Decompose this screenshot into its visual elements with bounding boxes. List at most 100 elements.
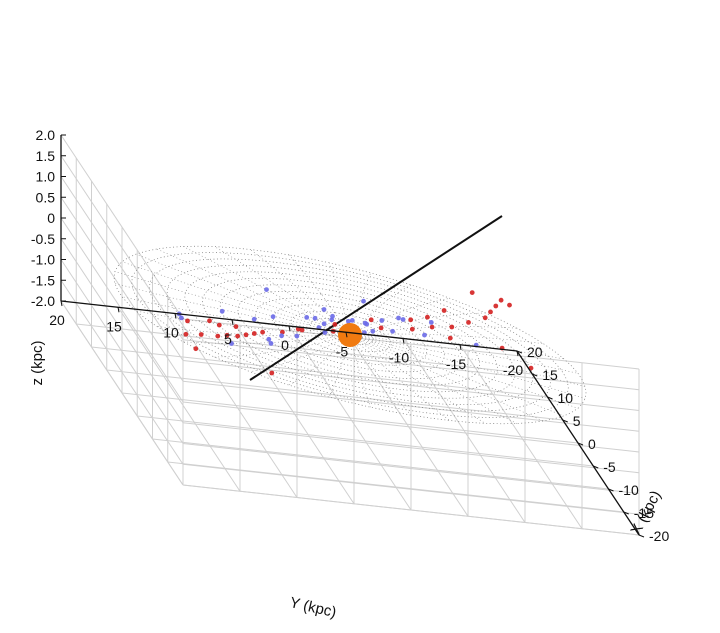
floor-gridline bbox=[345, 331, 469, 517]
disk-ring bbox=[184, 271, 516, 399]
disk-spoke bbox=[361, 338, 579, 409]
data-point bbox=[215, 333, 221, 339]
data-point bbox=[193, 346, 199, 352]
y-tick-label: -20 bbox=[503, 362, 523, 378]
data-point bbox=[185, 318, 190, 324]
data-point bbox=[251, 331, 257, 336]
y-tick-label: -15 bbox=[446, 356, 466, 372]
data-point bbox=[466, 320, 471, 325]
disk-spoke bbox=[356, 339, 486, 424]
disk-spoke bbox=[350, 272, 371, 332]
y-tick-label: -5 bbox=[336, 343, 349, 359]
tick-labels: 2.01.51.00.50-0.5-1.0-1.5-2.020 15 10 5 0 -5-… bbox=[31, 127, 670, 544]
data-point bbox=[361, 298, 366, 304]
z-tick-label: 0.5 bbox=[36, 189, 56, 205]
z-tick-label: -2.0 bbox=[31, 293, 55, 309]
data-point bbox=[229, 341, 234, 346]
x-tick-label: -10 bbox=[619, 482, 639, 498]
y-tick-mark bbox=[117, 307, 120, 313]
x-tick-mark bbox=[532, 373, 538, 377]
data-point bbox=[441, 308, 447, 313]
data-point bbox=[488, 309, 493, 315]
disk-spoke bbox=[354, 298, 450, 333]
x-tick-label: 20 bbox=[527, 344, 543, 360]
y-tick-mark bbox=[402, 338, 405, 344]
disk-ring bbox=[113, 245, 587, 425]
y-tick-mark bbox=[516, 350, 519, 357]
galactic-disk-mesh bbox=[113, 215, 587, 425]
data-point bbox=[279, 333, 284, 339]
y-tick-label: 20 bbox=[49, 312, 65, 328]
data-point bbox=[179, 315, 184, 321]
disk-spoke bbox=[352, 284, 412, 332]
data-point bbox=[321, 307, 327, 312]
disk-spoke bbox=[359, 339, 544, 422]
disk-ring bbox=[131, 252, 569, 418]
z-tick-label: 1.5 bbox=[36, 148, 56, 164]
disk-spoke bbox=[354, 339, 450, 421]
floor-gridline bbox=[117, 306, 241, 492]
data-point bbox=[408, 317, 414, 323]
disk-spoke bbox=[121, 296, 339, 334]
disk-spoke bbox=[156, 326, 341, 337]
data-point bbox=[304, 315, 310, 320]
data-point bbox=[299, 327, 305, 333]
data-point bbox=[482, 315, 488, 321]
data-point bbox=[329, 317, 335, 323]
y-tick-mark bbox=[174, 313, 177, 319]
data-point bbox=[428, 320, 434, 325]
data-point bbox=[409, 326, 415, 332]
z-axis-label: z (kpc) bbox=[29, 340, 46, 385]
floor-gridline bbox=[231, 319, 355, 505]
data-point bbox=[235, 333, 241, 339]
x-tick-label: 0 bbox=[588, 436, 596, 452]
data-point bbox=[396, 315, 401, 321]
x-tick-label: -20 bbox=[649, 528, 669, 544]
data-point bbox=[422, 332, 427, 338]
floor-gridline bbox=[402, 338, 526, 523]
y-axis-label: Y (kpc) bbox=[288, 594, 338, 621]
data-point bbox=[498, 297, 504, 303]
disk-ring bbox=[219, 284, 481, 386]
floor-gridline bbox=[288, 325, 412, 511]
data-point bbox=[219, 308, 225, 314]
x-tick-mark bbox=[562, 419, 568, 423]
disk-spoke bbox=[359, 333, 544, 344]
z-tick-label: 0 bbox=[47, 210, 55, 226]
y-tick-mark bbox=[459, 344, 462, 350]
z-tick-label: -1.0 bbox=[31, 252, 55, 268]
data-point bbox=[447, 335, 453, 341]
data-point bbox=[379, 318, 385, 323]
y-tick-mark bbox=[288, 325, 291, 332]
data-point bbox=[390, 328, 395, 334]
disk-spoke bbox=[250, 249, 346, 331]
data-point bbox=[378, 325, 384, 331]
y-tick-label: -10 bbox=[389, 350, 409, 366]
y-tick-mark bbox=[60, 300, 63, 307]
y-tick-label: 10 bbox=[163, 325, 179, 341]
y-tick-mark bbox=[231, 319, 234, 325]
z-tick-label: -0.5 bbox=[31, 231, 55, 247]
disk-spoke bbox=[288, 254, 348, 331]
disk-spoke bbox=[360, 335, 564, 360]
data-point bbox=[264, 287, 269, 292]
data-point bbox=[269, 370, 275, 376]
data-point bbox=[312, 315, 318, 321]
x-tick-mark bbox=[623, 511, 629, 515]
data-point bbox=[270, 314, 276, 320]
sun-marker bbox=[338, 323, 362, 347]
floor-gridline bbox=[174, 313, 298, 498]
floor-gridline bbox=[60, 300, 184, 486]
data-point bbox=[493, 303, 499, 309]
data-point bbox=[321, 321, 327, 327]
z-tick-label: 2.0 bbox=[36, 127, 56, 143]
data-points bbox=[176, 287, 534, 376]
data-point bbox=[183, 331, 189, 337]
data-point bbox=[224, 332, 230, 338]
y-tick-label: 0 bbox=[281, 337, 289, 353]
data-point bbox=[364, 321, 370, 327]
x-tick-label: -15 bbox=[634, 505, 654, 521]
x-tick-mark bbox=[547, 396, 553, 400]
disk-spoke bbox=[214, 246, 344, 331]
